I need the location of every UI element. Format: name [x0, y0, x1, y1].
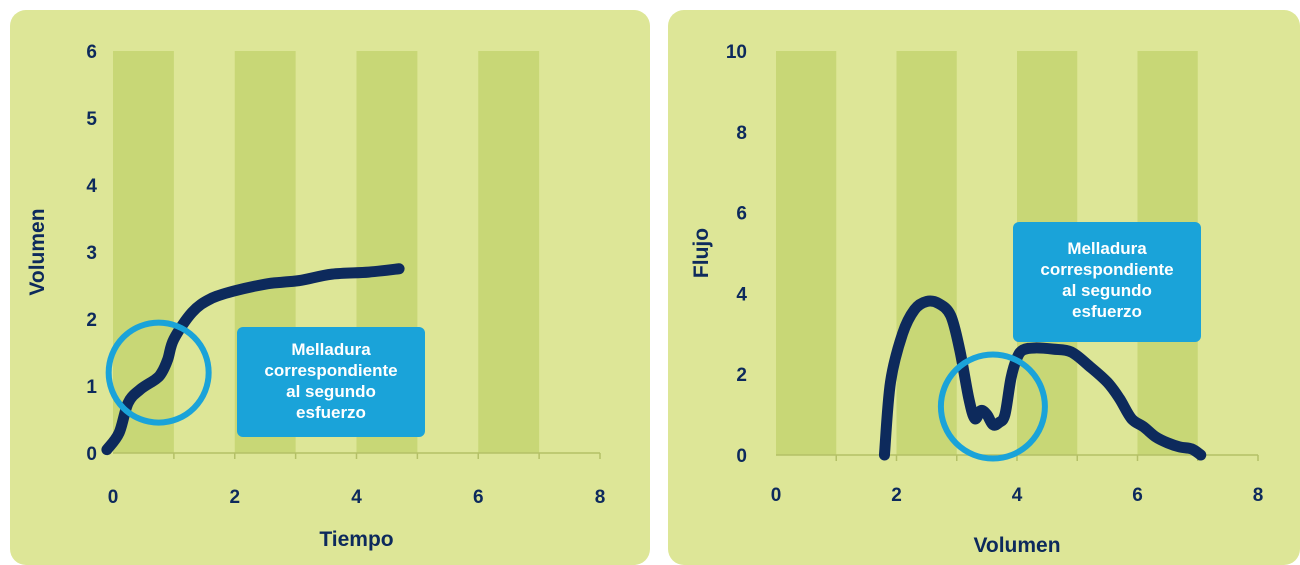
y-tick-label: 10 — [726, 42, 747, 63]
y-tick-label: 6 — [86, 42, 97, 63]
x-tick-label: 4 — [1012, 485, 1023, 506]
plot-background — [668, 10, 1300, 565]
x-tick-label: 6 — [473, 487, 484, 508]
callout-text-line: al segundo — [1062, 281, 1152, 300]
column-band — [478, 51, 540, 453]
series-line — [878, 295, 1207, 461]
y-tick-label: 6 — [736, 204, 747, 225]
x-tick-label: 8 — [1253, 485, 1264, 506]
y-tick-label: 2 — [86, 310, 97, 331]
x-tick-label: 8 — [595, 487, 606, 508]
x-tick-label: 2 — [229, 487, 240, 508]
highlight-circle — [937, 351, 1048, 462]
y-tick-label: 4 — [736, 284, 747, 305]
x-axis-label: Tiempo — [319, 528, 393, 551]
series-line — [101, 263, 405, 456]
y-axis-label: Flujo — [690, 228, 713, 278]
plot-background — [10, 10, 650, 565]
y-tick-label: 0 — [736, 446, 747, 467]
y-tick-label: 2 — [736, 365, 747, 386]
callout-text-line: esfuerzo — [1072, 302, 1142, 321]
column-band — [776, 51, 837, 455]
callout-text-line: al segundo — [286, 382, 376, 401]
y-tick-label: 3 — [86, 243, 97, 264]
x-tick-label: 0 — [771, 485, 782, 506]
chart-panel-flow-volume: 0 2 4 6 8 0 2 4 6 8 10 Volumen Flujo Melladura corresp… — [668, 10, 1300, 565]
callout-text-line: Melladura — [1067, 239, 1147, 258]
callout-box — [1013, 222, 1201, 342]
column-band — [896, 51, 957, 455]
chart-panel-volume-time: 0 2 4 6 8 0 1 2 3 4 5 6 Tiempo Volumen Melladura corres… — [10, 10, 650, 565]
y-tick-label: 8 — [736, 123, 747, 144]
y-tick-label: 4 — [86, 176, 97, 197]
x-tick-label: 6 — [1132, 485, 1143, 506]
callout-text-line: Melladura — [291, 340, 371, 359]
callout-text-line: correspondiente — [264, 361, 397, 380]
y-tick-label: 0 — [86, 444, 97, 465]
x-axis-label: Volumen — [973, 534, 1060, 557]
y-tick-label: 5 — [86, 109, 97, 130]
x-tick-label: 0 — [108, 487, 119, 508]
y-axis-label: Volumen — [26, 208, 49, 295]
callout-box — [237, 327, 425, 437]
chart-flow-volume: 0 2 4 6 8 0 2 4 6 8 10 Volumen Flujo Melladura corresp… — [668, 10, 1300, 565]
x-tick-label: 4 — [351, 487, 362, 508]
callout-text-line: correspondiente — [1040, 260, 1173, 279]
callout-text-line: esfuerzo — [296, 403, 366, 422]
chart-volume-time: 0 2 4 6 8 0 1 2 3 4 5 6 Tiempo Volumen Melladura corres… — [10, 10, 650, 565]
x-tick-label: 2 — [891, 485, 902, 506]
highlight-circle — [105, 319, 212, 426]
y-tick-label: 1 — [86, 377, 97, 398]
